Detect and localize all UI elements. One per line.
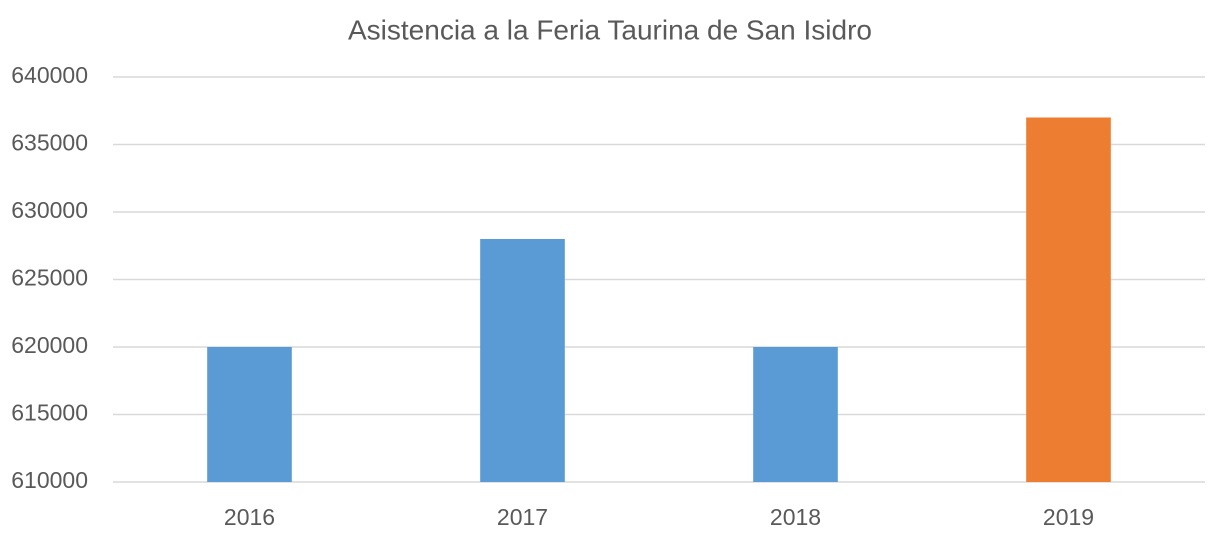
bar: [480, 239, 565, 482]
y-tick-label: 615000: [11, 400, 88, 426]
bar: [207, 347, 292, 482]
y-tick-label: 630000: [11, 197, 88, 223]
y-tick-label: 625000: [11, 265, 88, 291]
y-tick-label: 620000: [11, 332, 88, 358]
x-tick-label: 2017: [497, 504, 548, 530]
y-tick-label: 635000: [11, 130, 88, 156]
x-tick-label: 2016: [224, 504, 275, 530]
y-tick-label: 610000: [11, 467, 88, 493]
bar: [753, 347, 838, 482]
bar: [1026, 117, 1111, 482]
x-tick-label: 2019: [1043, 504, 1094, 530]
x-tick-label: 2018: [770, 504, 821, 530]
y-tick-label: 640000: [11, 62, 88, 88]
chart-title: Asistencia a la Feria Taurina de San Isi…: [348, 14, 872, 45]
